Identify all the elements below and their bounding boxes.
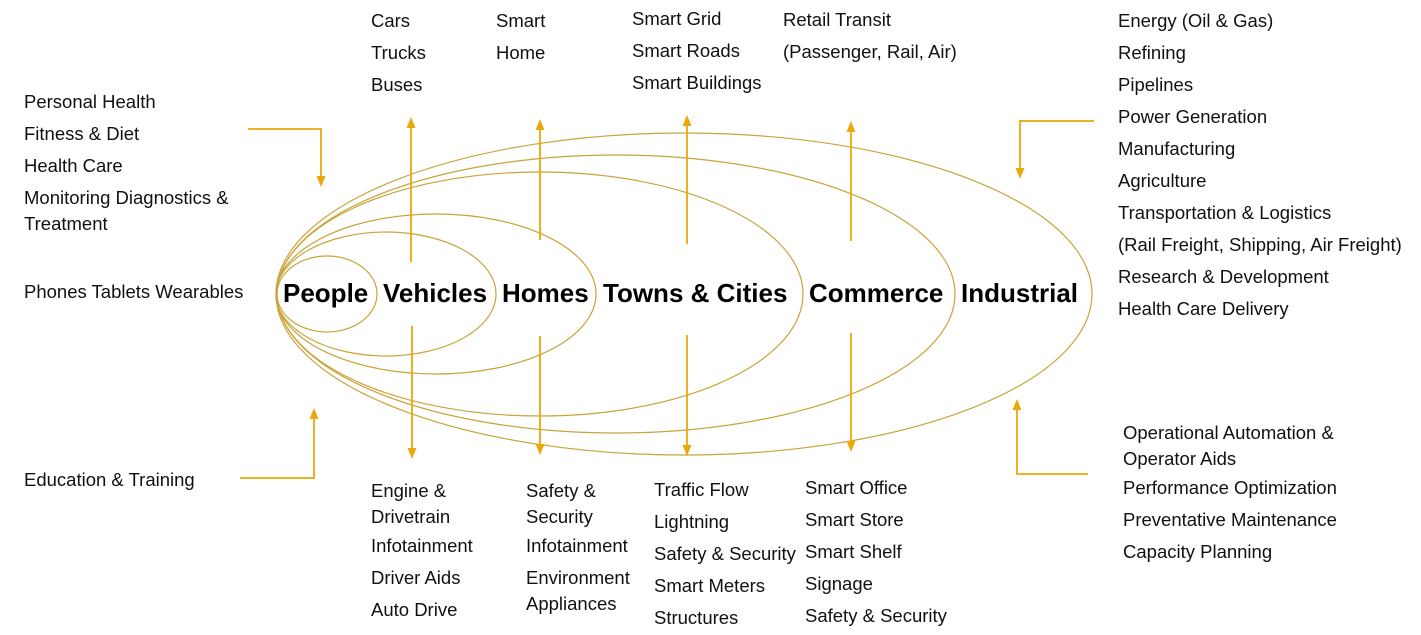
left-education: Education & Training <box>24 469 195 490</box>
list-item: Signage <box>805 573 873 594</box>
ring-label-commerce: Commerce <box>809 278 944 308</box>
list-item: Driver Aids <box>371 567 461 588</box>
list-item: Engine & <box>371 480 447 501</box>
list-item: Cars <box>371 10 411 31</box>
list-item: Operator Aids <box>1123 448 1237 469</box>
list-item: Smart <box>496 10 546 31</box>
arrow-towns-down <box>682 335 692 456</box>
list-item: Traffic Flow <box>654 479 749 500</box>
ring-label-vehicles: Vehicles <box>383 278 488 308</box>
list-item: Auto Drive <box>371 599 458 620</box>
list-item: Lightning <box>654 511 730 532</box>
list-item: Performance Optimization <box>1123 477 1337 498</box>
list-item: Pipelines <box>1118 74 1194 95</box>
list-item: Safety & Security <box>654 543 796 564</box>
list-item: (Passenger, Rail, Air) <box>783 41 957 62</box>
list-item: Retail Transit <box>783 9 891 30</box>
list-item: Smart Office <box>805 477 908 498</box>
top-vehicles-list: Cars Trucks Buses <box>371 5 426 101</box>
arrow-commerce-down <box>846 333 856 452</box>
bottom-commerce-list: Smart Office Smart Store Smart Shelf Sig… <box>805 472 947 632</box>
arrow-homes-up <box>535 119 545 240</box>
ring-commerce <box>276 154 956 434</box>
list-item: Appliances <box>526 593 617 614</box>
ring-label-homes: Homes <box>502 278 589 308</box>
list-item: Buses <box>371 74 423 95</box>
left-devices: Phones Tablets Wearables <box>24 281 244 302</box>
top-arrows <box>406 115 856 262</box>
list-item: Infotainment <box>526 535 628 556</box>
list-item: Home <box>496 42 546 63</box>
list-item: Drivetrain <box>371 506 451 527</box>
top-commerce-list: Retail Transit (Passenger, Rail, Air) <box>783 4 957 68</box>
list-item: Transportation & Logistics <box>1118 202 1332 223</box>
list-item: Smart Meters <box>654 575 766 596</box>
top-towns-list: Smart Grid Smart Roads Smart Buildings <box>632 3 762 99</box>
ring-label-towns-cities: Towns & Cities <box>603 278 788 308</box>
list-item: Preventative Maintenance <box>1123 509 1337 530</box>
arrow-left-top-elbow <box>248 128 326 187</box>
list-item: Trucks <box>371 42 426 63</box>
arrow-right-bottom-elbow <box>1012 399 1088 475</box>
list-item: Smart Buildings <box>632 72 762 93</box>
arrow-towns-up <box>682 115 692 244</box>
bottom-homes-list: Safety & Security Infotainment Environme… <box>526 478 630 617</box>
ring-label-people: People <box>283 278 369 308</box>
list-item: Infotainment <box>371 535 473 556</box>
list-item: Health Care <box>24 155 123 176</box>
list-item: Manufacturing <box>1118 138 1236 159</box>
list-item: Safety & <box>526 480 596 501</box>
list-item: (Rail Freight, Shipping, Air Freight) <box>1118 234 1402 255</box>
list-item: Power Generation <box>1118 106 1268 127</box>
list-item: Smart Roads <box>632 40 740 61</box>
list-item: Smart Grid <box>632 8 722 29</box>
list-item: Smart Shelf <box>805 541 902 562</box>
arrow-commerce-up <box>846 121 856 241</box>
right-top-list: Energy (Oil & Gas) Refining Pipelines Po… <box>1118 5 1402 325</box>
list-item: Research & Development <box>1118 266 1329 287</box>
list-item: Monitoring Diagnostics & <box>24 187 229 208</box>
bottom-vehicles-list: Engine & Drivetrain Infotainment Driver … <box>371 478 473 626</box>
top-homes-list: Smart Home <box>496 5 545 69</box>
bottom-arrows <box>407 326 856 459</box>
list-item: Fitness & Diet <box>24 123 140 144</box>
list-item: Security <box>526 506 593 527</box>
ring-label-industrial: Industrial <box>961 278 1079 308</box>
list-item: Treatment <box>24 213 108 234</box>
elbow-arrows <box>240 120 1094 479</box>
list-item: Energy (Oil & Gas) <box>1118 10 1274 31</box>
list-item: Personal Health <box>24 91 156 112</box>
arrow-vehicles-up <box>406 117 416 262</box>
ring-industrial <box>275 132 1093 456</box>
arrow-vehicles-down <box>407 326 417 459</box>
list-item: Safety & Security <box>805 605 947 626</box>
list-item: Structures <box>654 607 739 628</box>
arrow-left-bottom-elbow <box>240 408 319 479</box>
list-item: Smart Store <box>805 509 904 530</box>
left-top-list: Personal Health Fitness & Diet Health Ca… <box>24 86 229 237</box>
arrow-homes-down <box>535 336 545 455</box>
arrow-right-top-elbow <box>1015 120 1094 179</box>
bottom-towns-list: Traffic Flow Lightning Safety & Security… <box>654 474 796 634</box>
list-item: Capacity Planning <box>1123 541 1273 562</box>
list-item: Agriculture <box>1118 170 1207 191</box>
list-item: Operational Automation & <box>1123 422 1334 443</box>
right-bottom-list: Operational Automation & Operator Aids P… <box>1123 420 1337 568</box>
list-item: Refining <box>1118 42 1186 63</box>
list-item: Health Care Delivery <box>1118 298 1289 319</box>
list-item: Environment <box>526 567 630 588</box>
